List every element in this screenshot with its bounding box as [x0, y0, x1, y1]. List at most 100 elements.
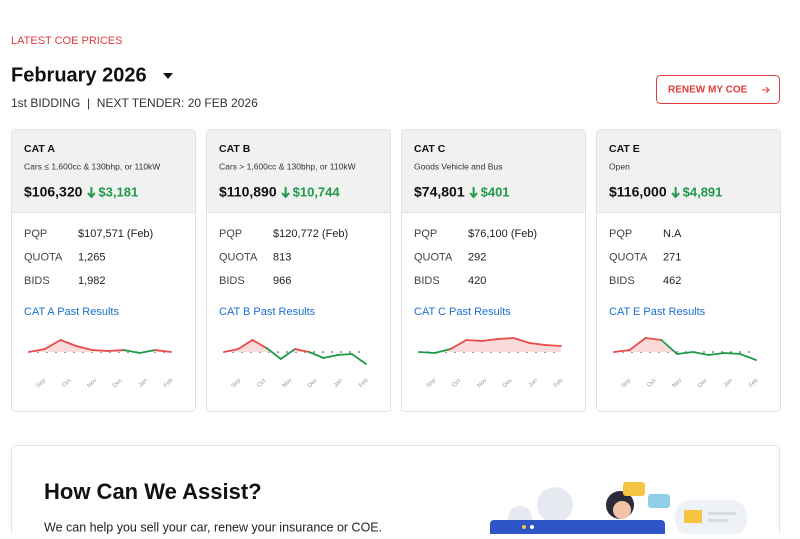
down-arrow [671, 187, 680, 199]
trend-segment [237, 339, 254, 350]
card-header-bg [207, 130, 390, 212]
row-label: PQP [24, 228, 47, 240]
month-label: Dec [112, 378, 124, 390]
dropdown-caret[interactable] [163, 73, 173, 79]
trend-segment [279, 348, 296, 360]
down-arrow [469, 187, 478, 199]
row-value: 966 [273, 275, 291, 287]
trend-segment [251, 339, 268, 349]
month-label: Jan [333, 378, 344, 389]
month-title[interactable]: February 2026 [11, 64, 147, 86]
trend-segment [418, 351, 436, 354]
illustration [490, 482, 747, 539]
card-header-bg [597, 130, 780, 212]
month-label: Nov [282, 378, 294, 390]
row-value: 271 [663, 251, 681, 263]
renew-button-label[interactable]: RENEW MY COE [668, 85, 748, 96]
arrow-icon [762, 86, 770, 94]
row-value: 292 [468, 251, 486, 263]
card-change: $401 [481, 184, 510, 199]
row-label: QUOTA [24, 251, 63, 263]
trend-segment [613, 349, 631, 353]
row-value: $107,571 (Feb) [78, 228, 153, 240]
card-desc: Cars > 1,600cc & 130bhp, or 110kW [219, 161, 356, 171]
row-label: BIDS [24, 275, 50, 287]
trend-segment [28, 348, 46, 353]
card-price: $110,890 [219, 184, 277, 200]
trend-area [614, 338, 756, 352]
row-label: PQP [609, 228, 632, 240]
coe-card: CAT C Goods Vehicle and Bus $74,801 $401 PQP… [401, 129, 586, 412]
card-header-bg [402, 130, 585, 212]
trend-segment [481, 338, 499, 342]
trend-area [29, 340, 171, 352]
trend-segment [138, 349, 157, 354]
card-price: $116,000 [609, 184, 667, 200]
row-value: N.A [663, 228, 682, 240]
trend-segment [449, 339, 468, 350]
assist-box [11, 445, 780, 539]
down-arrow [87, 187, 96, 199]
trend-segment [75, 345, 94, 351]
card-title: CAT A [24, 143, 55, 155]
trend-segment [294, 348, 311, 353]
month-label: Jan [138, 378, 149, 389]
row-value: 1,982 [78, 275, 106, 287]
coe-card: CAT A Cars ≤ 1,600cc & 130bhp, or 110kW $1… [11, 129, 196, 412]
renew-button[interactable] [656, 75, 780, 104]
trend-segment [91, 349, 109, 352]
past-results-link[interactable]: CAT C Past Results [414, 306, 511, 318]
trend-area [224, 340, 366, 352]
trend-segment [322, 354, 339, 359]
trend-segment [154, 349, 172, 353]
past-results-link[interactable]: CAT B Past Results [219, 306, 316, 318]
card-header-bg [12, 130, 195, 212]
card-desc: Cars ≤ 1,600cc & 130bhp, or 110kW [24, 161, 160, 171]
card-change: $3,181 [98, 184, 138, 199]
trend-segment [350, 353, 367, 365]
row-label: BIDS [414, 275, 440, 287]
month-label: Oct [451, 378, 462, 389]
trend-segment [660, 339, 679, 355]
coe-card: CAT E Open $116,000 $4,891 PQP N.A QUOTA 271 BID… [596, 129, 781, 412]
cards: CAT A Cars ≤ 1,600cc & 130bhp, or 110kW $1… [11, 129, 781, 412]
row-label: BIDS [219, 275, 245, 287]
row-value: 462 [663, 275, 681, 287]
trend-segment [43, 339, 62, 350]
row-label: PQP [414, 228, 437, 240]
row-label: QUOTA [414, 251, 453, 263]
past-results-link[interactable]: CAT A Past Results [24, 306, 119, 318]
card-title: CAT B [219, 143, 251, 155]
card-change: $4,891 [683, 184, 723, 199]
month-label: Nov [477, 378, 489, 390]
coe-card: CAT B Cars > 1,600cc & 130bhp, or 110kW $1… [206, 129, 391, 412]
past-results-link[interactable]: CAT E Past Results [609, 306, 706, 318]
eyebrow: LATEST COE PRICES [11, 35, 122, 47]
trend-segment [122, 349, 141, 354]
month-label: Oct [646, 378, 657, 389]
trend-segment [512, 337, 531, 344]
trend-segment [336, 353, 353, 356]
row-label: QUOTA [219, 251, 258, 263]
trend-segment [528, 342, 547, 346]
card-price: $74,801 [414, 184, 465, 200]
card-change: $10,744 [293, 184, 341, 199]
month-label: Jan [723, 378, 734, 389]
month-label: Oct [256, 378, 267, 389]
month-label: Oct [61, 378, 72, 389]
month-label: Dec [307, 378, 319, 390]
trend-segment [628, 337, 647, 351]
trend-segment [691, 351, 710, 356]
trend-segment [308, 351, 325, 359]
card-title: CAT C [414, 143, 446, 155]
row-value: 1,265 [78, 251, 106, 263]
assist-text: We can help you sell your car, renew you… [44, 520, 382, 534]
row-label: BIDS [609, 275, 635, 287]
month-label: Nov [87, 378, 99, 390]
row-label: QUOTA [609, 251, 648, 263]
trend-segment [59, 339, 78, 347]
card-desc: Goods Vehicle and Bus [414, 161, 502, 171]
trend-segment [644, 337, 663, 341]
assist-title: How Can We Assist? [44, 479, 262, 504]
